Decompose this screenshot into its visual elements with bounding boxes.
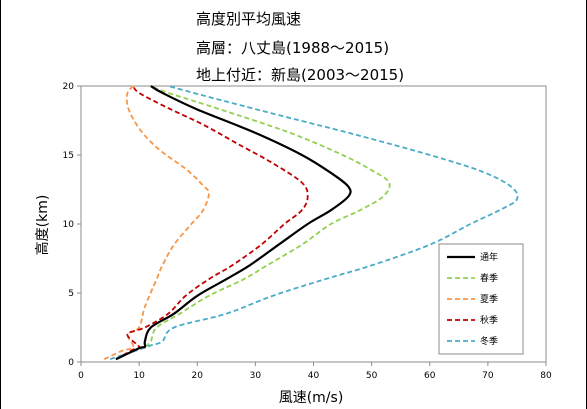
y-tick-label: 20: [63, 82, 75, 92]
series-line-3: [115, 85, 309, 360]
series-line-2: [103, 85, 210, 361]
x-tick-label: 60: [424, 371, 436, 381]
y-axis-title: 高度(km): [34, 195, 51, 256]
x-tick-label: 20: [192, 371, 204, 381]
x-tick-label: 70: [482, 371, 494, 381]
series-lines: [103, 85, 519, 361]
x-tick-label: 0: [78, 371, 84, 381]
legend-label-0: 通年: [480, 251, 498, 263]
title-line-2: 高層：八丈島(1988～2015): [196, 39, 389, 57]
legend-label-2: 夏季: [480, 293, 498, 305]
legend-label-3: 秋季: [480, 314, 498, 326]
x-tick-label: 10: [133, 371, 145, 381]
series-line-0: [115, 85, 352, 361]
x-tick-label: 50: [366, 371, 378, 381]
y-tick-label: 10: [63, 220, 75, 230]
y-tick-label: 5: [68, 289, 74, 299]
axes: 0 10 20 30 40 50 60 70 80 0 5 10 15 20: [63, 82, 552, 381]
title-line-3: 地上付近：新島(2003～2015): [196, 66, 404, 84]
x-tick-label: 30: [250, 371, 262, 381]
legend-label-1: 春季: [480, 272, 498, 284]
chart-title: 高度別平均風速 高層：八丈島(1988～2015) 地上付近：新島(2003～2…: [196, 10, 404, 84]
x-tick-label: 80: [540, 371, 552, 381]
title-line-1: 高度別平均風速: [196, 10, 301, 28]
series-line-1: [115, 85, 391, 361]
series-line-4: [109, 85, 519, 361]
y-tick-label: 15: [63, 151, 74, 161]
legend-label-4: 冬季: [480, 335, 498, 347]
x-tick-label: 40: [308, 371, 320, 381]
x-axis-title: 風速(m/s): [279, 390, 344, 406]
legend-box: [438, 243, 524, 355]
y-tick-label: 0: [68, 358, 74, 368]
